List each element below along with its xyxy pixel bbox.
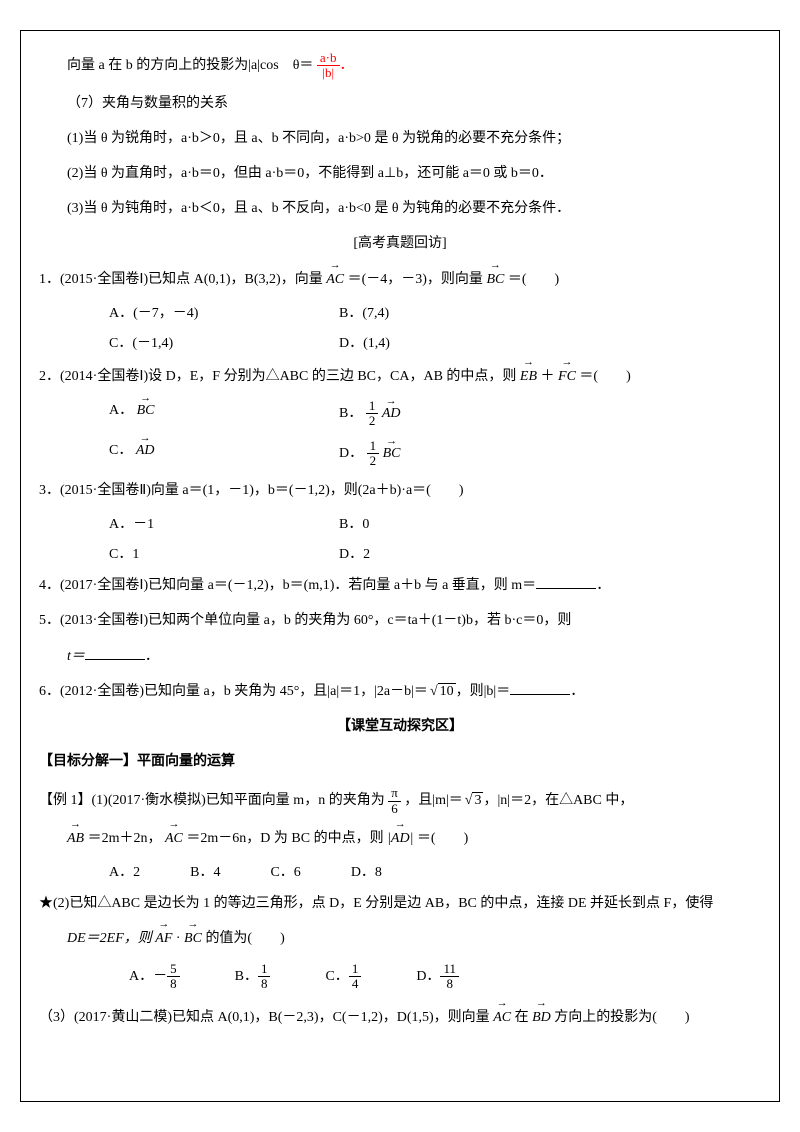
- q3-stem: 3．(2015·全国卷Ⅱ)向量 a＝(1，－1)，b＝(－1,2)，则(2a＋b…: [39, 478, 761, 503]
- q6-stem: 6．(2012·全国卷)已知向量 a，b 夹角为 45°，且|a|＝1，|2a－…: [39, 679, 761, 704]
- projection-line: 向量 a 在 b 的方向上的投影为|a|cos θ＝ a·b |b| ．: [39, 51, 761, 81]
- vec-bc2: BC: [184, 926, 202, 951]
- q4-stem: 4．(2017·全国卷Ⅰ)已知向量 a＝(－1,2)，b＝(m,1)．若向量 a…: [39, 573, 761, 598]
- q2-optC: C． AD: [109, 439, 339, 469]
- vec-ac3: AC: [493, 1005, 511, 1030]
- ex3-stem: （3）(2017·黄山二模)已知点 A(0,1)，B(－2,3)，C(－1,2)…: [39, 1005, 761, 1030]
- q2-optB: B． 12 AD: [339, 399, 539, 429]
- q2-stem: 2．(2014·全国卷Ⅰ)设 D，E，F 分别为△ABC 的三边 BC，CA，A…: [39, 364, 761, 389]
- vec-bd: BD: [532, 1005, 551, 1030]
- ex2-optD: D．118: [416, 962, 459, 992]
- vec-bc: BC: [486, 267, 504, 292]
- sub-title-1: 【目标分解一】平面向量的运算: [39, 749, 761, 774]
- gaokao-header: [高考真题回访]: [39, 231, 761, 256]
- q2-optA: A． BC: [109, 399, 339, 429]
- q2-row2: C． AD D． 12 BC: [39, 439, 761, 469]
- q1-row1: A．(－7，－4) B．(7,4): [39, 302, 761, 322]
- sqrt10: 10: [428, 679, 456, 704]
- q3-optC: C．1: [109, 543, 339, 563]
- proj-text: 向量 a 在 b 的方向上的投影为|a|cos θ＝: [67, 58, 313, 73]
- q6-blank: [510, 681, 570, 695]
- ex2-opts: A．－58 B．18 C．14 D．118: [39, 962, 761, 992]
- q1-stem: 1．(2015·全国卷Ⅰ)已知点 A(0,1)，B(3,2)，向量 AC ＝(－…: [39, 267, 761, 292]
- ex2-optA: A．－58: [129, 962, 180, 992]
- q1-optB: B．(7,4): [339, 302, 539, 322]
- q3-optA: A．－1: [109, 513, 339, 533]
- vec-fc: FC: [558, 364, 576, 389]
- ex2-p1: ★(2)已知△ABC 是边长为 1 的等边三角形，点 D，E 分别是边 AB，B…: [39, 891, 761, 916]
- ex2-p2: DE＝2EF，则 AF · BC 的值为( ): [39, 926, 761, 951]
- ex1-optB: B．4: [190, 861, 220, 881]
- sqrt3: 3: [463, 788, 484, 813]
- p7-3: (3)当 θ 为钝角时，a·b＜0，且 a、b 不反向，a·b<0 是 θ 为钝…: [39, 196, 761, 221]
- page-border: 向量 a 在 b 的方向上的投影为|a|cos θ＝ a·b |b| ． （7）…: [20, 30, 780, 1102]
- q2-row1: A． BC B． 12 AD: [39, 399, 761, 429]
- p7-1: (1)当 θ 为锐角时，a·b＞0，且 a、b 不同向，a·b>0 是 θ 为锐…: [39, 126, 761, 151]
- ex1-p2: AB ＝2m＋2n， AC ＝2m－6n，D 为 BC 的中点，则 |AD| ＝…: [39, 826, 761, 851]
- vec-ac2: AC: [165, 826, 183, 851]
- ex1-optC: C．6: [270, 861, 300, 881]
- proj-frac: a·b |b|: [317, 51, 340, 81]
- ex1-p1: 【例 1】(1)(2017·衡水模拟)已知平面向量 m，n 的夹角为 π6 ，且…: [39, 786, 761, 816]
- q1-optA: A．(－7，－4): [109, 302, 339, 322]
- ex1-optD: D．8: [351, 861, 382, 881]
- ex2-optC: C．14: [325, 962, 361, 992]
- proj-period: ．: [340, 58, 354, 73]
- ex1-opts: A．2 B．4 C．6 D．8: [39, 861, 761, 881]
- ex2-optB: B．18: [235, 962, 271, 992]
- q3-row1: A．－1 B．0: [39, 513, 761, 533]
- ex1-optA: A．2: [109, 861, 140, 881]
- vec-ac: AC: [326, 267, 344, 292]
- p7-title: （7）夹角与数量积的关系: [39, 91, 761, 116]
- q2-optD: D． 12 BC: [339, 439, 539, 469]
- q3-optB: B．0: [339, 513, 539, 533]
- q5-blank: [85, 646, 145, 660]
- q1-row2: C．(－1,4) D．(1,4): [39, 332, 761, 352]
- q1-optC: C．(－1,4): [109, 332, 339, 352]
- q3-optD: D．2: [339, 543, 539, 563]
- vec-ab: AB: [67, 826, 84, 851]
- q5-stem1: 5．(2013·全国卷Ⅰ)已知两个单位向量 a，b 的夹角为 60°，c＝ta＋…: [39, 608, 761, 633]
- q4-blank: [536, 575, 596, 589]
- vec-ad-mag: |AD|: [387, 826, 413, 851]
- q5-stem2: t＝．: [39, 644, 761, 669]
- pi-over-6: π6: [388, 786, 401, 816]
- q3-row2: C．1 D．2: [39, 543, 761, 563]
- vec-eb: EB: [520, 364, 537, 389]
- section-title: 【课堂互动探究区】: [39, 714, 761, 739]
- vec-af: AF: [155, 926, 172, 951]
- p7-2: (2)当 θ 为直角时，a·b＝0，但由 a·b＝0，不能得到 a⊥b，还可能 …: [39, 161, 761, 186]
- q1-optD: D．(1,4): [339, 332, 539, 352]
